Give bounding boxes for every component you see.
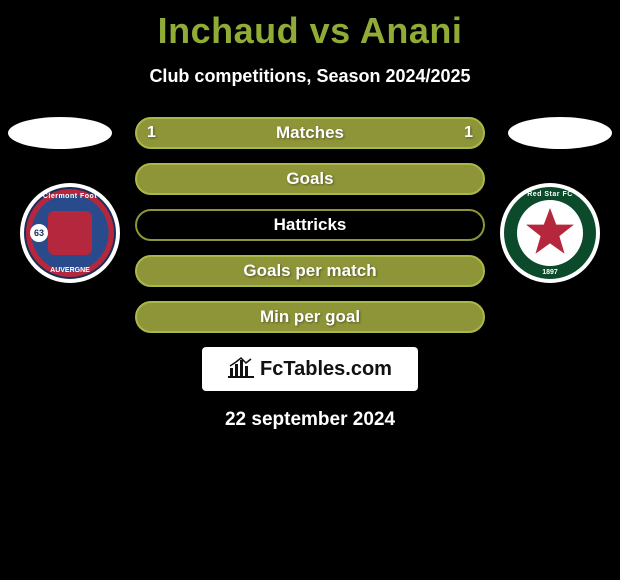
stat-row-matches: 1 Matches 1	[135, 117, 485, 149]
watermark-text: FcTables.com	[260, 358, 392, 381]
stat-value-right	[443, 163, 473, 195]
player-left-header-ellipse	[8, 117, 112, 149]
club-sub-text: AUVERGNE	[26, 267, 114, 274]
stat-value-right	[443, 255, 473, 287]
stat-label: Goals per match	[135, 255, 485, 287]
subtitle: Club competitions, Season 2024/2025	[0, 66, 620, 87]
club-name-text: Red Star FC	[504, 191, 596, 198]
club-badge-right: Red Star FC 1897	[500, 183, 600, 283]
stat-label: Hattricks	[135, 209, 485, 241]
watermark: FcTables.com	[202, 347, 418, 391]
stat-row-goals-per-match: Goals per match	[135, 255, 485, 287]
comparison-area: 1 Matches 1 Goals Hattricks Goals per ma…	[0, 117, 620, 333]
stat-value-right	[443, 301, 473, 333]
page-title: Inchaud vs Anani	[0, 0, 620, 52]
stat-row-hattricks: Hattricks	[135, 209, 485, 241]
club-name-text: Clermont Foot	[26, 193, 114, 200]
player-right-header-ellipse	[508, 117, 612, 149]
club-badge-left: Clermont Foot 63 AUVERGNE	[20, 183, 120, 283]
clermont-foot-icon: Clermont Foot 63 AUVERGNE	[20, 183, 120, 283]
club-number-text: 63	[30, 224, 48, 242]
stat-row-goals: Goals	[135, 163, 485, 195]
stat-label: Goals	[135, 163, 485, 195]
bar-chart-icon	[228, 356, 254, 383]
stat-value-right	[443, 209, 473, 241]
stat-label: Min per goal	[135, 301, 485, 333]
date-text: 22 september 2024	[0, 409, 620, 431]
star-icon	[524, 206, 576, 258]
red-star-fc-icon: Red Star FC 1897	[500, 183, 600, 283]
club-year-text: 1897	[504, 269, 596, 276]
stat-label: Matches	[135, 117, 485, 149]
stat-value-right: 1	[443, 117, 473, 149]
stat-row-min-per-goal: Min per goal	[135, 301, 485, 333]
